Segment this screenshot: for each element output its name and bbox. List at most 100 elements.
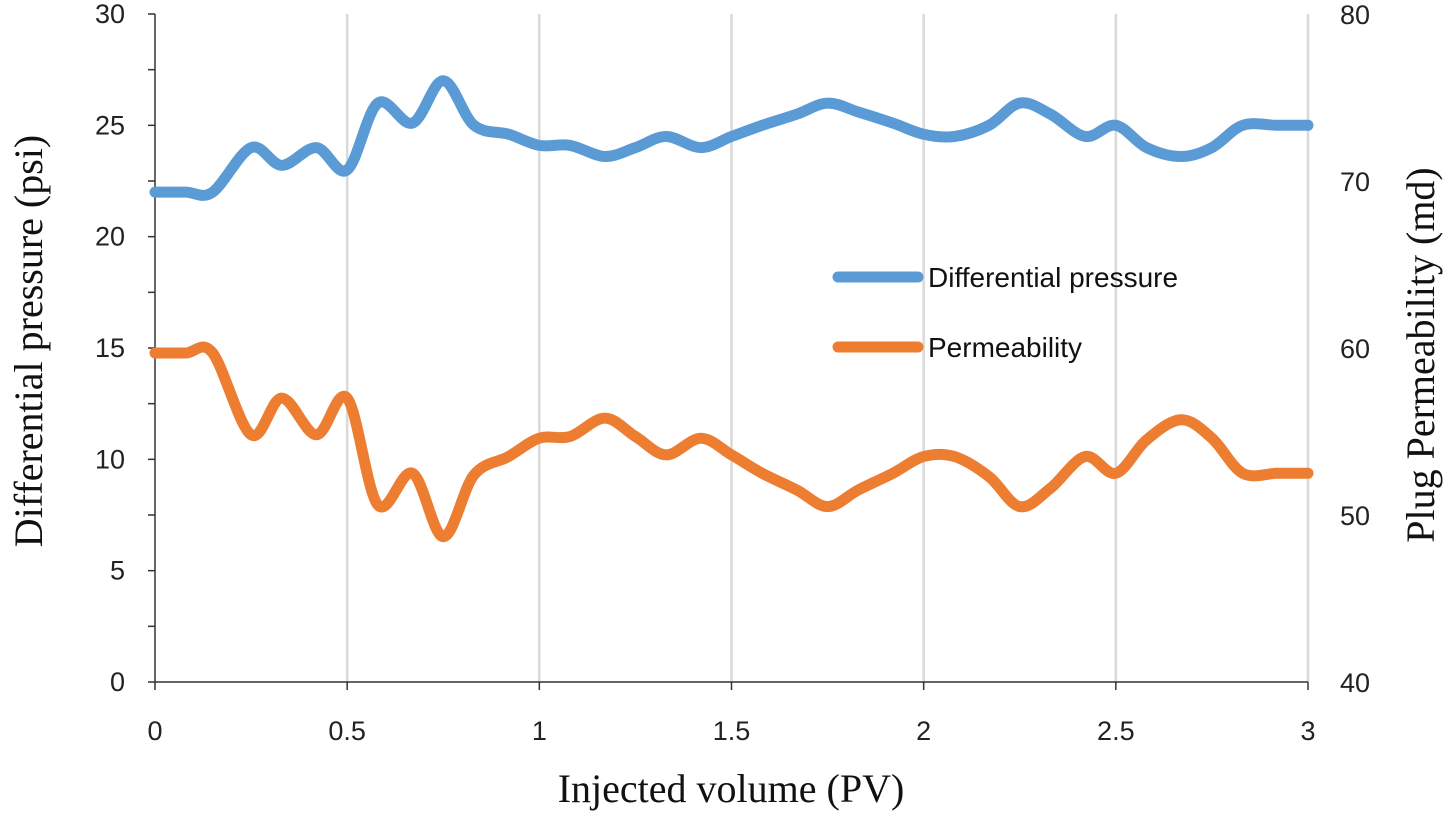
gridlines <box>345 14 1310 682</box>
y-left-tick-label: 25 <box>95 110 125 140</box>
data-point-differential-pressure <box>1112 121 1120 129</box>
data-point-permeability <box>374 501 382 509</box>
data-point-differential-pressure <box>343 166 351 174</box>
right-axis-ticks: 40 50 60 70 80 <box>1340 0 1370 698</box>
data-point-differential-pressure <box>601 153 609 161</box>
data-point-permeability <box>151 349 159 357</box>
data-point-permeability <box>601 414 609 422</box>
data-point-differential-pressure <box>854 108 862 116</box>
x-tick-label: 3 <box>1300 716 1315 746</box>
data-point-permeability <box>728 451 736 459</box>
data-point-differential-pressure <box>209 188 217 196</box>
data-point-differential-pressure <box>1239 121 1247 129</box>
legend-label-permeability: Permeability <box>928 332 1082 363</box>
series-line-differential-pressure <box>149 75 1314 201</box>
data-point-differential-pressure <box>409 119 417 127</box>
data-point-differential-pressure <box>1016 99 1024 107</box>
data-point-permeability <box>662 451 670 459</box>
y-left-tick-label: 30 <box>95 0 125 29</box>
data-point-permeability <box>505 453 513 461</box>
data-point-differential-pressure <box>247 144 255 152</box>
data-point-permeability <box>209 349 217 357</box>
data-point-permeability <box>1177 416 1185 424</box>
data-point-permeability <box>824 503 832 511</box>
data-point-differential-pressure <box>728 133 736 141</box>
data-point-permeability <box>889 469 897 477</box>
y-left-tick-label: 20 <box>95 222 125 252</box>
x-tick-label: 2.5 <box>1097 716 1135 746</box>
data-point-differential-pressure <box>1047 110 1055 118</box>
x-tick-label: 1 <box>532 716 547 746</box>
series-group <box>149 75 1314 543</box>
series-line-permeability <box>149 341 1314 543</box>
data-point-differential-pressure <box>824 99 832 107</box>
data-point-permeability <box>1081 453 1089 461</box>
data-point-permeability <box>566 433 574 441</box>
y-right-tick-label: 80 <box>1340 0 1370 30</box>
x-tick-label: 0.5 <box>328 716 366 746</box>
data-point-permeability <box>439 533 447 541</box>
data-point-permeability <box>182 349 190 357</box>
data-point-differential-pressure <box>312 144 320 152</box>
data-point-permeability <box>1208 434 1216 442</box>
data-point-permeability <box>1112 469 1120 477</box>
y-left-tick-label: 0 <box>110 667 125 697</box>
left-axis-ticks: 0 5 10 15 20 25 30 <box>95 0 155 697</box>
data-point-permeability <box>697 434 705 442</box>
x-tick-label: 1.5 <box>713 716 751 746</box>
data-point-permeability <box>1304 469 1312 477</box>
data-point-permeability <box>1016 503 1024 511</box>
data-point-permeability <box>950 453 958 461</box>
data-point-differential-pressure <box>505 130 513 138</box>
y-axis-title-right: Plug Permeability (md) <box>1398 167 1443 543</box>
data-point-permeability <box>312 431 320 439</box>
y-axis-title-left: Differential pressure (psi) <box>6 135 51 547</box>
data-point-permeability <box>247 431 255 439</box>
data-point-permeability <box>793 486 801 494</box>
data-point-permeability <box>470 471 478 479</box>
data-point-differential-pressure <box>793 110 801 118</box>
y-left-tick-label: 10 <box>95 444 125 474</box>
data-point-differential-pressure <box>889 119 897 127</box>
data-point-differential-pressure <box>566 141 574 149</box>
data-point-differential-pressure <box>1177 153 1185 161</box>
data-point-permeability <box>631 433 639 441</box>
data-point-permeability <box>278 394 286 402</box>
data-point-differential-pressure <box>631 144 639 152</box>
data-point-differential-pressure <box>182 188 190 196</box>
data-point-differential-pressure <box>374 99 382 107</box>
data-point-differential-pressure <box>535 141 543 149</box>
data-point-permeability <box>1047 484 1055 492</box>
data-point-differential-pressure <box>1143 144 1151 152</box>
legend-label-differential-pressure: Differential pressure <box>928 262 1178 293</box>
data-point-differential-pressure <box>1081 133 1089 141</box>
data-point-permeability <box>1239 469 1247 477</box>
data-point-permeability <box>985 473 993 481</box>
data-point-permeability <box>854 486 862 494</box>
x-axis-ticks: 0 0.5 1 1.5 2 2.5 3 <box>147 682 1316 746</box>
data-point-differential-pressure <box>1208 144 1216 152</box>
y-right-tick-label: 70 <box>1340 167 1370 197</box>
data-point-permeability <box>1143 436 1151 444</box>
data-point-differential-pressure <box>758 121 766 129</box>
data-point-differential-pressure <box>662 133 670 141</box>
data-point-differential-pressure <box>697 144 705 152</box>
data-point-permeability <box>758 469 766 477</box>
data-point-differential-pressure <box>950 133 958 141</box>
y-right-tick-label: 60 <box>1340 334 1370 364</box>
data-point-differential-pressure <box>920 130 928 138</box>
x-tick-label: 0 <box>147 716 162 746</box>
data-point-differential-pressure <box>439 77 447 85</box>
data-point-permeability <box>409 469 417 477</box>
data-point-permeability <box>920 453 928 461</box>
data-point-differential-pressure <box>1304 121 1312 129</box>
x-axis-title: Injected volume (PV) <box>558 766 905 811</box>
legend: Differential pressure Permeability <box>832 262 1178 363</box>
y-left-tick-label: 15 <box>95 333 125 363</box>
data-point-differential-pressure <box>151 188 159 196</box>
data-point-differential-pressure <box>985 121 993 129</box>
data-point-permeability <box>535 434 543 442</box>
data-point-permeability <box>343 394 351 402</box>
y-right-tick-label: 50 <box>1340 501 1370 531</box>
